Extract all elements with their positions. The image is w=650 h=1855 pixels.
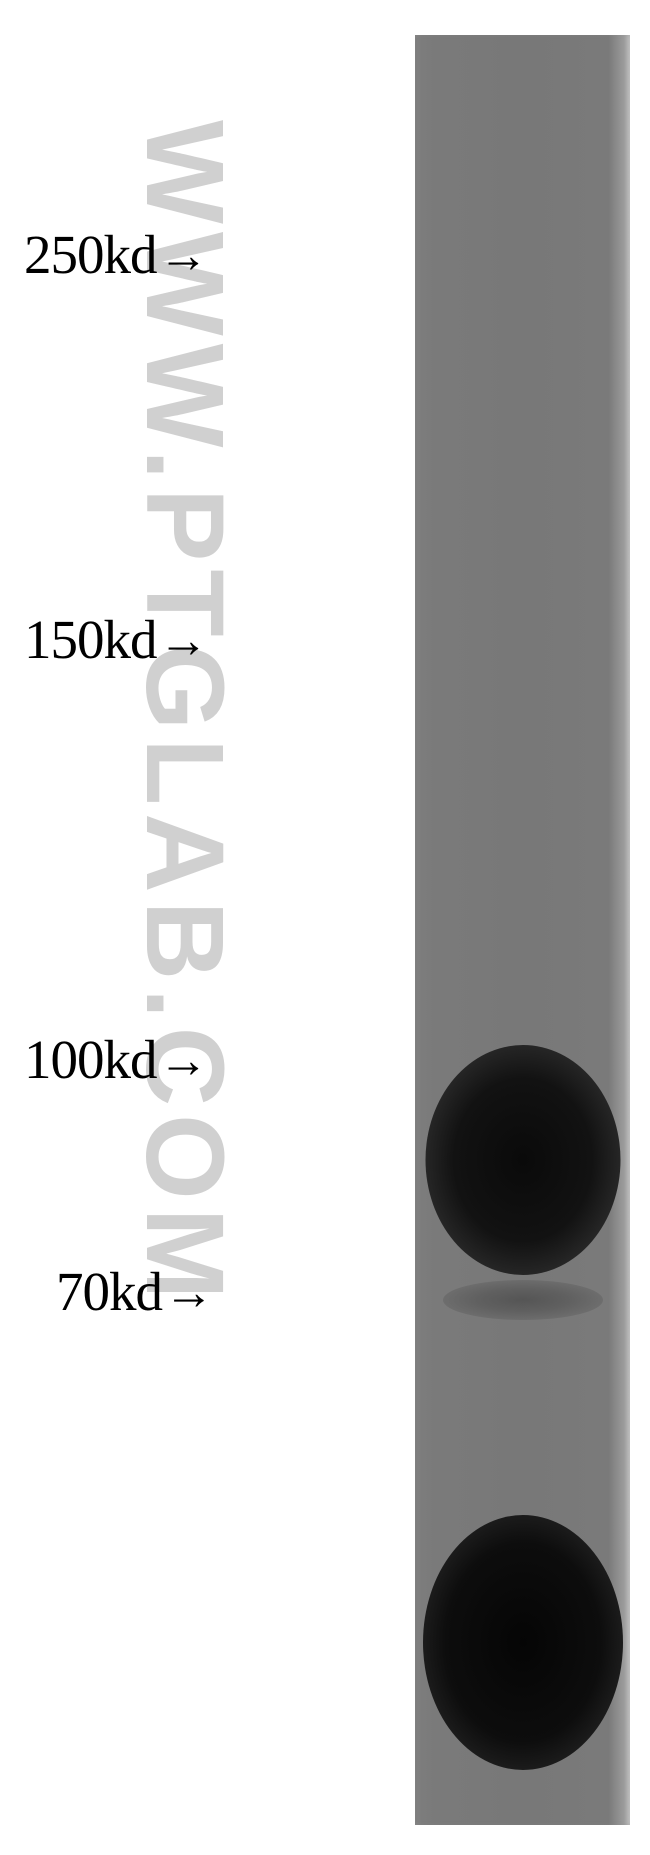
marker-150kd: 150kd → — [24, 608, 209, 671]
arrow-icon: → — [159, 611, 209, 669]
marker-100kd: 100kd → — [24, 1028, 209, 1091]
marker-250kd: 250kd → — [24, 223, 209, 286]
band-main-lower — [423, 1515, 623, 1770]
marker-label-text: 250kd — [24, 223, 157, 286]
arrow-icon: → — [164, 1263, 214, 1321]
arrow-icon: → — [159, 226, 209, 284]
band-faint-70kd — [443, 1280, 603, 1320]
marker-label-text: 100kd — [24, 1028, 157, 1091]
marker-label-text: 150kd — [24, 608, 157, 671]
marker-70kd: 70kd → — [56, 1260, 214, 1323]
blot-lane — [415, 35, 630, 1825]
band-main-upper — [425, 1045, 620, 1275]
blot-figure: WWW.PTGLAB.COM 250kd → 150kd → 100kd → 7… — [0, 0, 650, 1855]
marker-label-text: 70kd — [56, 1260, 162, 1323]
watermark-text: WWW.PTGLAB.COM — [121, 120, 248, 1307]
arrow-icon: → — [159, 1031, 209, 1089]
